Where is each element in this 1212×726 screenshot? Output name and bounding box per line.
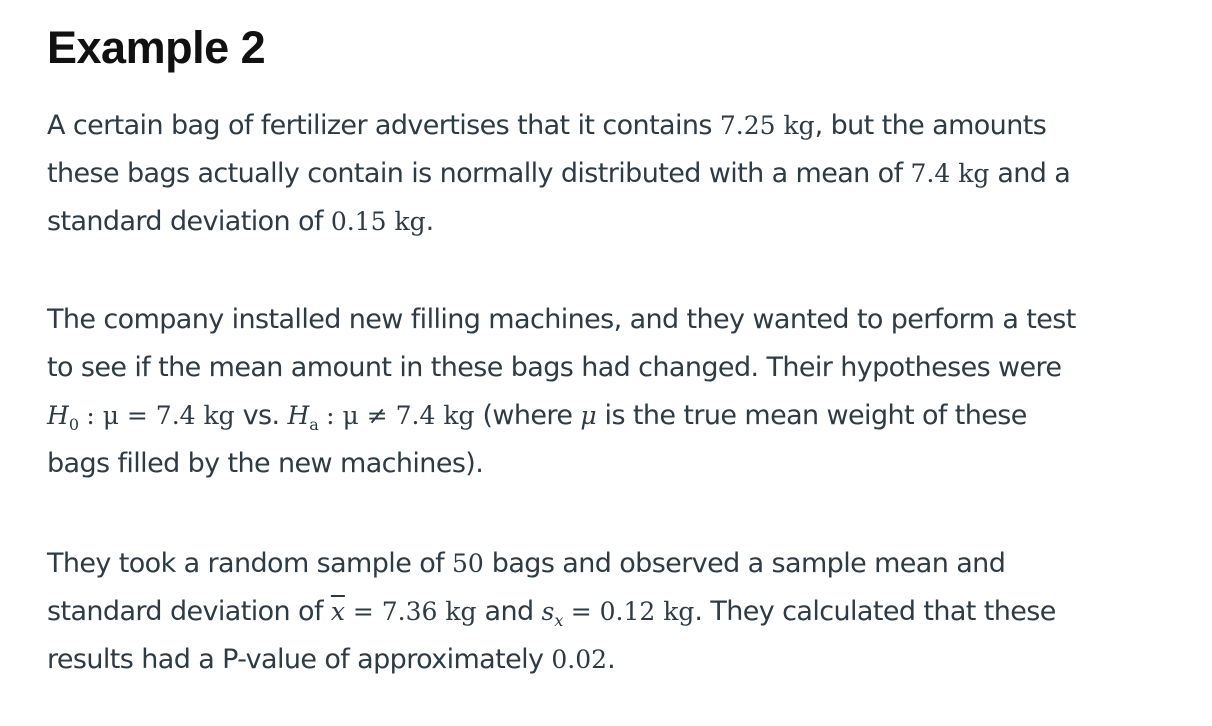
paragraph-line: standard deviation of x = 7.36 kg and sx… bbox=[47, 588, 1177, 636]
paragraph-advertised-weight: A certain bag of fertilizer advertises t… bbox=[47, 102, 1177, 246]
page-title: Example 2 bbox=[47, 22, 266, 73]
sample-mean-symbol: x bbox=[330, 597, 345, 626]
alt-hypothesis-symbol: H bbox=[287, 401, 310, 430]
text: vs. bbox=[234, 400, 288, 431]
text: (where bbox=[474, 400, 581, 431]
paragraph-sample-results: They took a random sample of 50 bags and… bbox=[47, 540, 1177, 684]
paragraph-line: The company installed new filling machin… bbox=[47, 304, 1076, 335]
sample-sd-symbol: s bbox=[541, 597, 555, 626]
paragraph-line: bags filled by the new machines). bbox=[47, 448, 484, 479]
math-value: 0.02 bbox=[551, 645, 608, 674]
text: and bbox=[476, 596, 542, 627]
subscript: x bbox=[554, 611, 563, 630]
math-equation: : μ ≠ 7.4 kg bbox=[318, 401, 475, 430]
text: , but the amounts bbox=[814, 110, 1047, 141]
subscript: 0 bbox=[68, 415, 79, 434]
paragraph-line: results had a P-value of approximately 0… bbox=[47, 636, 1177, 684]
text: bags and observed a sample mean and bbox=[483, 548, 1006, 579]
math-equation: = 7.36 kg bbox=[344, 597, 477, 626]
text: A certain bag of fertilizer advertises t… bbox=[47, 110, 720, 141]
paragraph-line: standard deviation of 0.15 kg. bbox=[47, 198, 1177, 246]
math-value: 0.15 kg bbox=[330, 207, 426, 236]
text: these bags actually contain is normally … bbox=[47, 158, 911, 189]
text: results had a P-value of approximately bbox=[47, 644, 552, 675]
math-value: 50 bbox=[452, 549, 484, 578]
null-hypothesis-symbol: H bbox=[47, 401, 69, 430]
math-value: 7.4 kg bbox=[910, 159, 990, 188]
paragraph-line: A certain bag of fertilizer advertises t… bbox=[47, 102, 1177, 150]
text: They took a random sample of bbox=[47, 548, 453, 579]
subscript: a bbox=[309, 415, 319, 434]
text: . bbox=[607, 644, 616, 675]
paragraph-line: They took a random sample of 50 bags and… bbox=[47, 540, 1177, 588]
math-equation: : μ = 7.4 kg bbox=[78, 401, 235, 430]
text: . They calculated that these bbox=[694, 596, 1056, 627]
text: . bbox=[425, 206, 435, 237]
text: and a bbox=[989, 158, 1071, 189]
math-value: 7.25 kg bbox=[719, 111, 815, 140]
paragraph-line: to see if the mean amount in these bags … bbox=[47, 352, 1062, 383]
mu-symbol: μ bbox=[580, 401, 597, 430]
math-equation: = 0.12 kg bbox=[562, 597, 695, 626]
paragraph-line: H0 : μ = 7.4 kg vs. Ha : μ ≠ 7.4 kg (whe… bbox=[47, 392, 1177, 440]
text: standard deviation of bbox=[47, 206, 331, 237]
paragraph-hypotheses: The company installed new filling machin… bbox=[47, 296, 1177, 488]
paragraph-line: these bags actually contain is normally … bbox=[47, 150, 1177, 198]
text: standard deviation of bbox=[47, 596, 331, 627]
text: is the true mean weight of these bbox=[596, 400, 1028, 431]
